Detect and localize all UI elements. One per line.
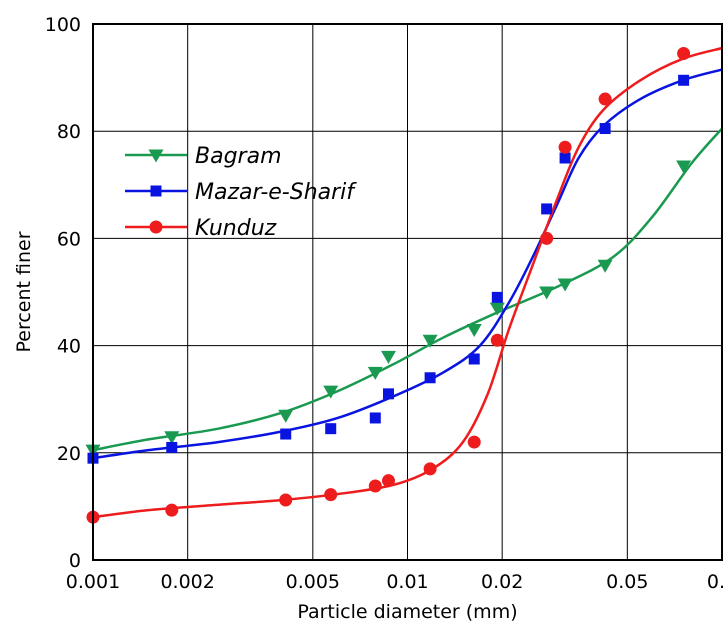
x-tick-label: 0.05 [606, 571, 648, 593]
y-axis-label: Percent finer [13, 231, 35, 352]
legend-marker-bagram [148, 149, 164, 163]
point-kunduz [381, 474, 395, 488]
x-tick-label: 0.01 [386, 571, 428, 593]
curve-bagram [92, 127, 723, 452]
point-kunduz [677, 46, 691, 60]
point-bagram [323, 385, 339, 399]
tick-labels: 0.001 0.002 0.005 0.01 0.02 0.05 0.1 0 20 40 60 80 1… [45, 14, 727, 593]
point-mazar-e-sharif [599, 123, 611, 135]
x-axis-label: Particle diameter (mm) [297, 601, 517, 623]
curve-mazar-e-sharif [92, 68, 723, 460]
y-tick-label: 80 [57, 121, 81, 143]
point-bagram [597, 259, 613, 273]
point-bagram [676, 160, 692, 174]
x-tick-label: 0.1 [707, 571, 727, 593]
point-bagram [164, 431, 180, 445]
series-markers [85, 46, 692, 524]
y-tick-label: 20 [57, 443, 81, 465]
point-mazar-e-sharif [491, 291, 503, 303]
y-tick-label: 40 [57, 336, 81, 358]
point-bagram [557, 278, 573, 292]
point-bagram [539, 286, 555, 300]
legend-label-mazar-e-sharif: Mazar-e-Sharif [195, 180, 357, 205]
point-bagram [489, 302, 505, 316]
point-mazar-e-sharif [166, 441, 178, 453]
point-bagram [466, 324, 482, 338]
plot-frame [92, 23, 723, 561]
point-mazar-e-sharif [468, 353, 480, 365]
legend-marker-kunduz [149, 220, 163, 234]
point-mazar-e-sharif [369, 412, 381, 424]
x-tick-label: 0.02 [481, 571, 523, 593]
x-tick-label: 0.001 [66, 571, 120, 593]
point-mazar-e-sharif [541, 203, 553, 215]
y-tick-label: 0 [69, 550, 81, 572]
y-tick-label: 100 [45, 14, 81, 36]
legend-label-kunduz: Kunduz [195, 216, 277, 241]
point-mazar-e-sharif [559, 152, 571, 164]
point-kunduz [368, 479, 382, 493]
point-mazar-e-sharif [424, 372, 436, 384]
point-bagram [278, 409, 294, 423]
x-tick-label: 0.002 [160, 571, 214, 593]
point-bagram [422, 334, 438, 348]
point-kunduz [423, 462, 437, 476]
point-kunduz [558, 140, 572, 154]
y-tick-label: 60 [57, 228, 81, 250]
legend-marker-mazar-e-sharif [150, 185, 162, 197]
point-mazar-e-sharif [280, 428, 292, 440]
x-tick-label: 0.005 [286, 571, 340, 593]
point-mazar-e-sharif [325, 423, 337, 435]
point-mazar-e-sharif [678, 74, 690, 86]
point-bagram [380, 350, 396, 364]
legend: Bagram Mazar-e-Sharif Kunduz [125, 144, 357, 241]
point-kunduz [165, 503, 179, 517]
point-kunduz [490, 333, 504, 347]
legend-label-bagram: Bagram [195, 144, 282, 169]
point-kunduz [324, 488, 338, 502]
point-mazar-e-sharif [382, 388, 394, 400]
point-kunduz [540, 231, 554, 245]
point-bagram [367, 366, 383, 380]
point-kunduz [598, 92, 612, 106]
point-kunduz [279, 493, 293, 507]
point-kunduz [467, 435, 481, 449]
